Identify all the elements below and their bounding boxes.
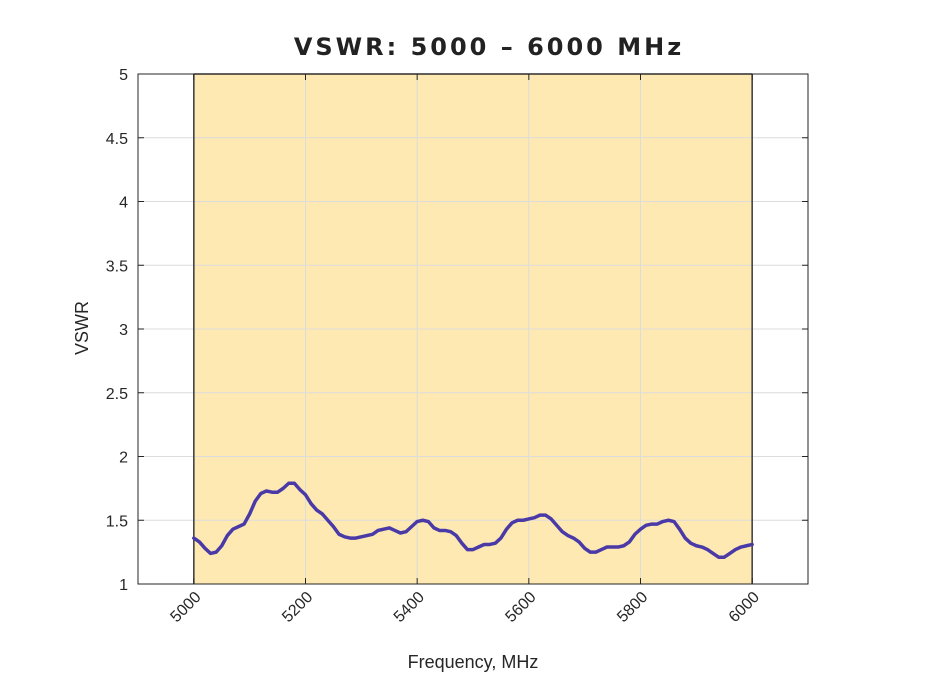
y-tick-label: 5 xyxy=(119,67,128,84)
x-tick-label: 5800 xyxy=(614,589,651,626)
y-tick-label: 1 xyxy=(119,577,128,594)
y-tick-label: 2 xyxy=(119,450,128,467)
x-tick-label: 5600 xyxy=(502,589,539,626)
x-tick-label: 5000 xyxy=(167,589,204,626)
chart-title: VSWR: 5000 – 6000 MHz xyxy=(294,33,684,61)
x-axis-title: Frequency, MHz xyxy=(408,652,539,672)
y-axis-title: VSWR xyxy=(72,301,92,355)
x-tick-label: 5400 xyxy=(391,589,428,626)
y-tick-label: 1.5 xyxy=(106,513,128,530)
y-tick-label: 3 xyxy=(119,322,128,339)
plot-area: 1 1.5 2 2.5 3 3.5 4 4.5 5 5000 5200 5400 5600 5800 600… xyxy=(106,67,809,626)
y-tick-label: 4 xyxy=(119,195,128,212)
x-tick-label: 5200 xyxy=(279,589,316,626)
x-tick-label: 6000 xyxy=(726,589,763,626)
y-tick-label: 3.5 xyxy=(106,258,128,275)
vswr-series-line xyxy=(192,481,754,559)
y-tick-label: 2.5 xyxy=(106,386,128,403)
y-tick-label: 4.5 xyxy=(106,131,128,148)
